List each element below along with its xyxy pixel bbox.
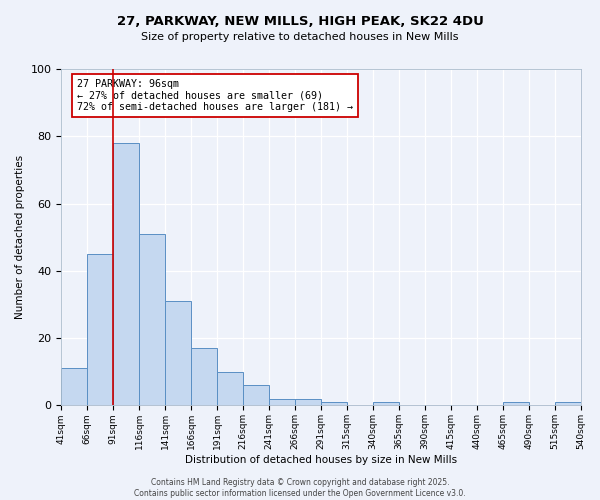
Bar bbox=[295, 398, 321, 406]
Text: 27 PARKWAY: 96sqm
← 27% of detached houses are smaller (69)
72% of semi-detached: 27 PARKWAY: 96sqm ← 27% of detached hous… bbox=[77, 79, 353, 112]
X-axis label: Distribution of detached houses by size in New Mills: Distribution of detached houses by size … bbox=[185, 455, 457, 465]
Bar bbox=[113, 143, 139, 406]
Bar bbox=[61, 368, 87, 406]
Bar bbox=[191, 348, 217, 406]
Text: 27, PARKWAY, NEW MILLS, HIGH PEAK, SK22 4DU: 27, PARKWAY, NEW MILLS, HIGH PEAK, SK22 … bbox=[116, 15, 484, 28]
Bar bbox=[217, 372, 243, 406]
Bar bbox=[269, 398, 295, 406]
Bar bbox=[243, 385, 269, 406]
Bar bbox=[321, 402, 347, 406]
Bar bbox=[373, 402, 399, 406]
Bar bbox=[503, 402, 529, 406]
Bar bbox=[87, 254, 113, 406]
Text: Contains HM Land Registry data © Crown copyright and database right 2025.
Contai: Contains HM Land Registry data © Crown c… bbox=[134, 478, 466, 498]
Bar bbox=[139, 234, 165, 406]
Bar bbox=[554, 402, 581, 406]
Y-axis label: Number of detached properties: Number of detached properties bbox=[15, 155, 25, 320]
Bar bbox=[165, 301, 191, 406]
Text: Size of property relative to detached houses in New Mills: Size of property relative to detached ho… bbox=[141, 32, 459, 42]
